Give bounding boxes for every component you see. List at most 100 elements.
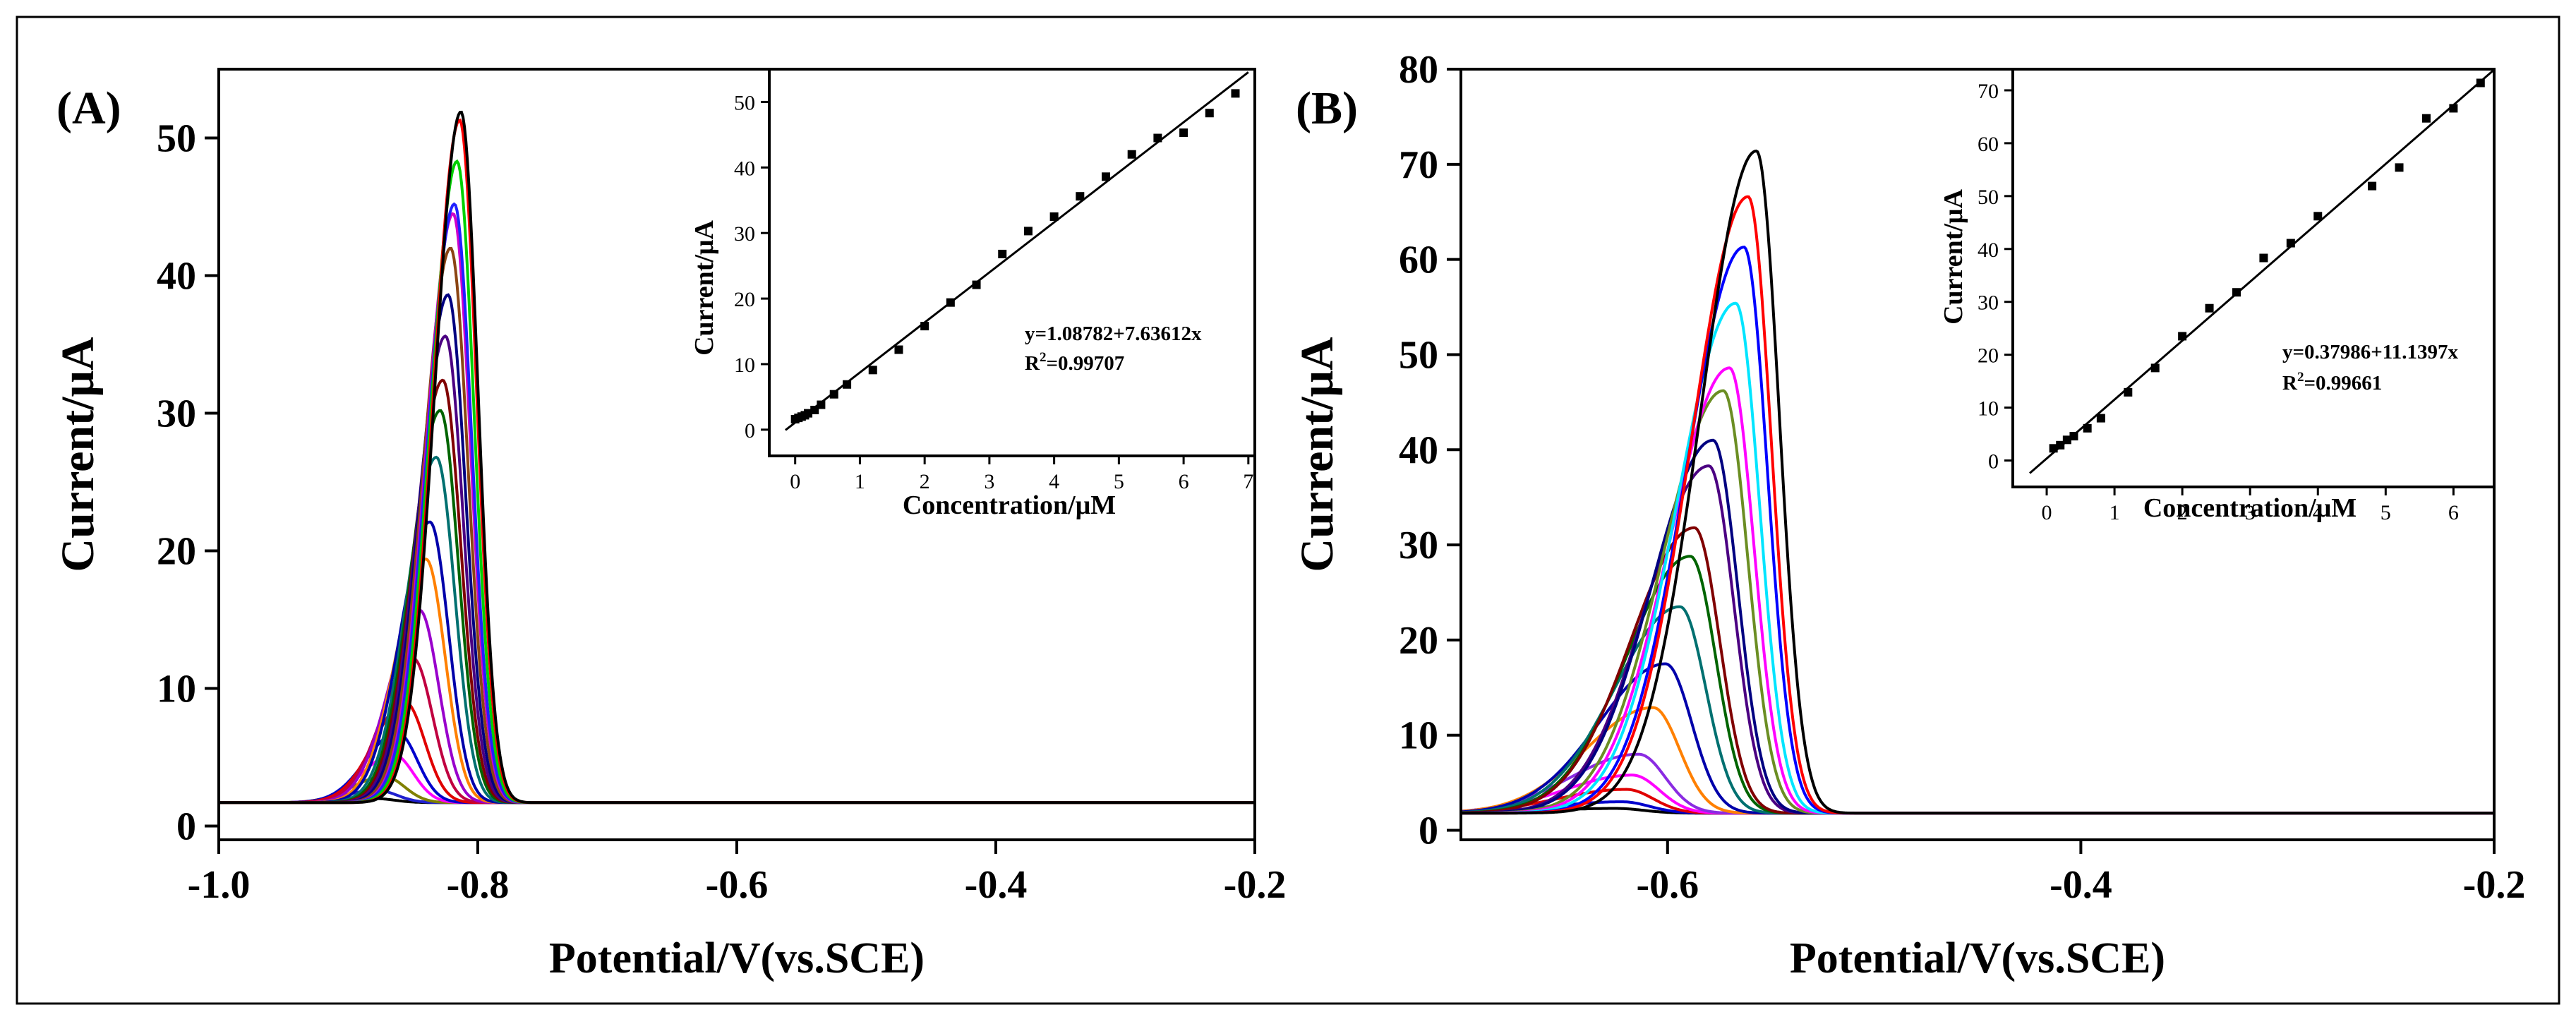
panel-b-inset-y-tick-label: 50	[1978, 186, 1999, 209]
panel-a-y-axis-label: Current/μA	[52, 337, 104, 572]
panel-a-inset-point	[1102, 172, 1111, 181]
panel-a-inset-frame	[768, 68, 1256, 457]
panel-b-y-tick-label: 50	[1399, 333, 1438, 377]
panel-b-inset-x-label: Concentration/μM	[2143, 493, 2357, 523]
panel-a-series-c21	[219, 110, 1255, 805]
panel-b-inset-x-tick-label: 6	[2448, 501, 2459, 524]
panel-a-y-tick-label: 50	[157, 117, 196, 161]
panel-b-inset-y-label: Current/μA	[1939, 189, 1968, 325]
panel-a-inset-content: 0 1 2 3 4 5 6 7 0 10 20 30 40 50	[734, 71, 1253, 493]
panel-a-inset-point	[1049, 212, 1059, 221]
panel-a-inset-point	[868, 366, 877, 375]
panel-a-x-tick-label: -0.6	[706, 863, 769, 907]
panel-a-inset-x-tick-label: 7	[1243, 470, 1253, 493]
panel-b-inset-point	[2178, 332, 2187, 341]
panel-a-y-tick-label: 30	[157, 392, 196, 436]
panel-a-inset-point	[829, 390, 838, 399]
panel-a-x-tick-label: -0.8	[447, 863, 510, 907]
panel-b-inset-x-tick-label: 2	[2177, 501, 2188, 524]
panel-b-inset-point	[2421, 114, 2431, 123]
panel-a-fit-equation: y=1.08782+7.63612x	[1025, 323, 1202, 345]
panel-a-inset-y-tick-label: 20	[734, 288, 755, 311]
panel-b-inset-point	[2395, 163, 2404, 172]
panel-b-inset-point	[2083, 423, 2092, 433]
panel-b-inset-point	[2096, 414, 2105, 423]
panel-b-inset-point	[2232, 288, 2241, 297]
panel-a-inset: 0 1 2 3 4 5 6 7 0 10 20 30 40 50 Concentration/μM Cur…	[690, 68, 1256, 520]
panel-a-r2-prefix: R	[1025, 352, 1040, 375]
panel-a-inset-point	[1205, 109, 1214, 118]
panel-a-r2-sup: 2	[1040, 350, 1047, 365]
panel-b-inset-point	[2259, 253, 2268, 263]
panel-b-inset-point	[2313, 212, 2323, 221]
panel-b-inset-x-tick-label: 4	[2313, 501, 2323, 524]
panel-a-r-squared: R2=0.99707	[1025, 350, 1124, 375]
panel-a-curves	[219, 110, 1255, 805]
panel-b-y-tick-label: 70	[1399, 143, 1438, 187]
panel-b-inset-x-tick-label: 0	[2042, 501, 2052, 524]
panel-b-curves	[1460, 149, 2494, 815]
panel-b-x-tick-label: -0.6	[1636, 863, 1699, 907]
panel-b-inset-y-tick-label: 20	[1978, 344, 1999, 368]
panel-a-inset-point	[972, 280, 981, 289]
panel-a-y-tick-label: 10	[157, 668, 196, 711]
panel-a-inset-y-tick-label: 40	[734, 157, 755, 180]
panel-a-inset-point	[1076, 192, 1085, 201]
panel-b-x-tick-label: -0.2	[2463, 863, 2526, 907]
panel-b-inset-point	[2205, 303, 2214, 313]
panel-a-inset-y-tick-label: 10	[734, 354, 755, 377]
panel-a-inset-point	[920, 322, 929, 331]
panel-b-inset-point	[2476, 78, 2485, 88]
panel-b-inset-x-tick-label: 1	[2109, 501, 2120, 524]
panel-a-inset-x-tick-label: 3	[984, 470, 994, 493]
panel-b-inset-point	[2056, 440, 2065, 450]
panel-b-y-axis-label: Current/μA	[1292, 337, 1343, 572]
panel-a-inset-point	[1179, 128, 1188, 138]
panel-b-inset-y-tick-label: 0	[1988, 450, 1999, 474]
panel-a-x-tick-label: -1.0	[188, 863, 251, 907]
panel-b-label: (B)	[1296, 83, 1358, 134]
panel-a-inset-y-tick-label: 30	[734, 222, 755, 246]
panel-b-inset-point	[2368, 181, 2377, 191]
panel-a-inset-x-tick-label: 2	[920, 470, 930, 493]
panel-a-inset-point	[1127, 150, 1136, 159]
panel-b-inset-point	[2062, 435, 2071, 445]
panel-b-inset-point	[2286, 239, 2295, 248]
panel-a-inset-point	[894, 345, 903, 354]
panel-a-inset-y-tick-label: 0	[745, 419, 755, 442]
panel-b-y-tick-label: 0	[1419, 809, 1438, 853]
panel-b-inset-point	[2069, 432, 2078, 441]
panel-b-y-tick-label: 30	[1399, 524, 1438, 567]
panel-a-inset-point	[998, 249, 1007, 258]
panel-a-inset-point	[843, 380, 852, 389]
panel-a-r2-value: =0.99707	[1046, 352, 1124, 375]
panel-a-inset-x-tick-label: 1	[855, 470, 865, 493]
panel-a-inset-point	[810, 405, 819, 414]
panel-a-y-tick-label: 40	[157, 255, 196, 299]
panel-a-inset-y-tick-label: 50	[734, 91, 755, 114]
panel-b-series-c18	[1461, 149, 2494, 815]
panel-a-inset-point	[946, 298, 955, 307]
panel-a-inset-point	[1153, 133, 1162, 143]
panel-a-inset-x-tick-label: 4	[1049, 470, 1059, 493]
panel-a-y-tick-label: 20	[157, 530, 196, 574]
panel-b-inset-fit-line	[2029, 68, 2495, 474]
panel-b-y-tick-label: 80	[1399, 48, 1438, 92]
panel-a-inset-point	[1023, 227, 1033, 236]
panel-a-inset-x-tick-label: 6	[1179, 470, 1189, 493]
panel-b-inset-y-tick-label: 10	[1978, 397, 1999, 421]
panel-a-x-axis-label: Potential/V(vs.SCE)	[549, 934, 925, 982]
panel-b-inset-point	[2150, 363, 2160, 373]
panel-b-inset-x-tick-label: 5	[2381, 501, 2391, 524]
panel-b-r2-prefix: R	[2282, 372, 2298, 394]
panel-b-inset-point	[2049, 444, 2058, 453]
panel-b-r2-value: =0.99661	[2304, 372, 2382, 394]
panel-b-r2-sup: 2	[2297, 370, 2304, 385]
panel-b-fit-equation: y=0.37986+11.1397x	[2282, 341, 2458, 363]
panel-b-inset-point	[2449, 104, 2458, 113]
